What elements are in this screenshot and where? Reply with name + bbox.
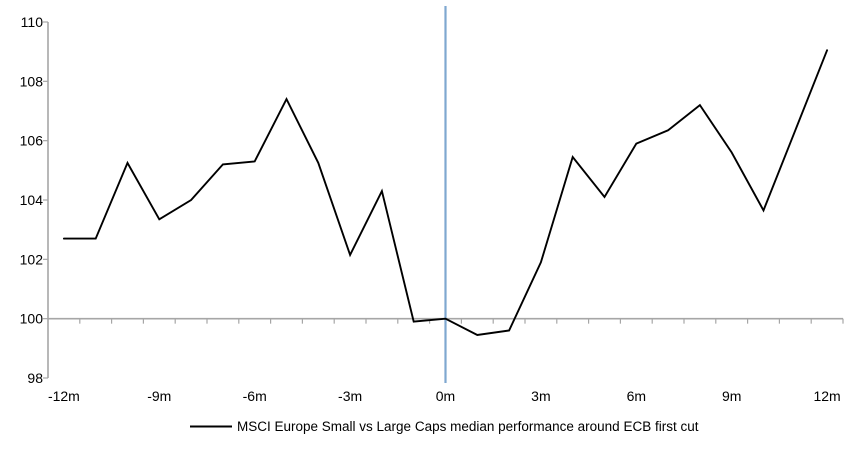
y-axis — [43, 21, 49, 379]
series-polyline — [62, 49, 829, 336]
x-axis-labels: -12m -9m -6m -3m 0m 3m 6m 9m 12m — [48, 388, 841, 404]
y-tick-label: 108 — [20, 73, 44, 89]
x-tick-label: -9m — [147, 388, 171, 404]
legend: MSCI Europe Small vs Large Caps median p… — [190, 419, 699, 434]
y-tick-label: 106 — [20, 133, 44, 149]
x-tick-label: 0m — [436, 388, 455, 404]
x-tick-label: 6m — [627, 388, 646, 404]
x-tick-label: -3m — [338, 388, 362, 404]
y-axis-labels: 98 100 102 104 106 108 110 — [20, 14, 44, 386]
legend-label: MSCI Europe Small vs Large Caps median p… — [237, 419, 699, 434]
y-tick-label: 102 — [20, 251, 44, 267]
x-tick-label: 9m — [722, 388, 741, 404]
x-tick-label: 12m — [813, 388, 840, 404]
y-tick-label: 104 — [20, 192, 44, 208]
x-tick-label: 3m — [531, 388, 550, 404]
y-tick-label: 98 — [27, 370, 43, 386]
x-tick-label: -12m — [48, 388, 80, 404]
x-tick-label: -6m — [243, 388, 267, 404]
y-tick-label: 100 — [20, 311, 44, 327]
y-tick-label: 110 — [21, 14, 44, 30]
series-line — [62, 49, 829, 336]
